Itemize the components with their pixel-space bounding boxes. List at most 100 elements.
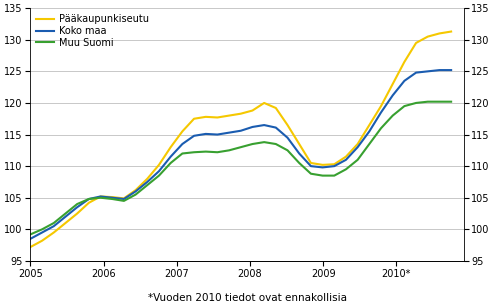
- Muu Suomi: [437, 100, 443, 103]
- Koko maa: [448, 68, 454, 72]
- Line: Koko maa: Koko maa: [31, 70, 451, 239]
- Muu Suomi: [121, 199, 127, 203]
- Pääkaupunkiseutu: [390, 82, 396, 86]
- Pääkaupunkiseutu: [63, 221, 69, 225]
- Pääkaupunkiseutu: [437, 32, 443, 35]
- Koko maa: [437, 68, 443, 72]
- Koko maa: [331, 164, 337, 168]
- Koko maa: [226, 131, 232, 134]
- Pääkaupunkiseutu: [156, 163, 162, 167]
- Muu Suomi: [226, 149, 232, 152]
- Muu Suomi: [413, 101, 419, 105]
- Muu Suomi: [285, 149, 290, 152]
- Muu Suomi: [425, 100, 431, 103]
- Pääkaupunkiseutu: [86, 201, 92, 205]
- Pääkaupunkiseutu: [355, 142, 361, 146]
- Koko maa: [86, 197, 92, 201]
- Koko maa: [355, 145, 361, 149]
- Muu Suomi: [167, 161, 173, 165]
- Muu Suomi: [331, 174, 337, 178]
- Muu Suomi: [214, 150, 220, 154]
- Koko maa: [238, 129, 244, 133]
- Koko maa: [273, 126, 279, 130]
- Muu Suomi: [308, 172, 314, 175]
- Pääkaupunkiseutu: [367, 123, 372, 127]
- Pääkaupunkiseutu: [74, 212, 80, 215]
- Pääkaupunkiseutu: [448, 30, 454, 33]
- Koko maa: [109, 196, 115, 199]
- Koko maa: [343, 158, 349, 162]
- Pääkaupunkiseutu: [109, 195, 115, 199]
- Muu Suomi: [273, 142, 279, 146]
- Pääkaupunkiseutu: [331, 162, 337, 166]
- Koko maa: [378, 111, 384, 114]
- Muu Suomi: [367, 142, 372, 146]
- Pääkaupunkiseutu: [425, 35, 431, 38]
- Koko maa: [191, 134, 197, 138]
- Pääkaupunkiseutu: [226, 114, 232, 117]
- Koko maa: [214, 133, 220, 136]
- Text: *Vuoden 2010 tiedot ovat ennakollisia: *Vuoden 2010 tiedot ovat ennakollisia: [148, 293, 346, 303]
- Muu Suomi: [63, 212, 69, 215]
- Muu Suomi: [402, 104, 408, 108]
- Muu Suomi: [39, 227, 45, 231]
- Koko maa: [390, 94, 396, 97]
- Muu Suomi: [74, 202, 80, 206]
- Pääkaupunkiseutu: [249, 109, 255, 112]
- Pääkaupunkiseutu: [402, 60, 408, 64]
- Koko maa: [296, 152, 302, 155]
- Koko maa: [39, 231, 45, 234]
- Pääkaupunkiseutu: [133, 188, 139, 192]
- Muu Suomi: [98, 196, 104, 199]
- Line: Pääkaupunkiseutu: Pääkaupunkiseutu: [31, 32, 451, 247]
- Muu Suomi: [343, 168, 349, 171]
- Pääkaupunkiseutu: [413, 41, 419, 45]
- Koko maa: [98, 195, 104, 198]
- Muu Suomi: [28, 233, 34, 236]
- Muu Suomi: [109, 197, 115, 201]
- Koko maa: [167, 155, 173, 158]
- Muu Suomi: [355, 158, 361, 162]
- Koko maa: [367, 130, 372, 133]
- Koko maa: [28, 237, 34, 241]
- Pääkaupunkiseutu: [238, 112, 244, 116]
- Muu Suomi: [133, 193, 139, 196]
- Pääkaupunkiseutu: [343, 155, 349, 158]
- Pääkaupunkiseutu: [261, 101, 267, 105]
- Koko maa: [285, 136, 290, 140]
- Pääkaupunkiseutu: [98, 195, 104, 198]
- Koko maa: [144, 180, 150, 184]
- Koko maa: [63, 215, 69, 219]
- Pääkaupunkiseutu: [285, 123, 290, 127]
- Pääkaupunkiseutu: [296, 142, 302, 146]
- Muu Suomi: [144, 183, 150, 187]
- Pääkaupunkiseutu: [144, 177, 150, 181]
- Koko maa: [179, 142, 185, 146]
- Pääkaupunkiseutu: [167, 145, 173, 149]
- Koko maa: [308, 164, 314, 168]
- Koko maa: [74, 206, 80, 209]
- Pääkaupunkiseutu: [28, 245, 34, 249]
- Koko maa: [413, 71, 419, 74]
- Koko maa: [249, 125, 255, 129]
- Muu Suomi: [296, 161, 302, 165]
- Pääkaupunkiseutu: [39, 239, 45, 243]
- Muu Suomi: [86, 197, 92, 201]
- Muu Suomi: [238, 145, 244, 149]
- Pääkaupunkiseutu: [121, 196, 127, 200]
- Muu Suomi: [156, 174, 162, 178]
- Koko maa: [261, 123, 267, 127]
- Muu Suomi: [203, 150, 208, 154]
- Koko maa: [402, 79, 408, 83]
- Muu Suomi: [249, 142, 255, 146]
- Pääkaupunkiseutu: [179, 130, 185, 133]
- Koko maa: [51, 224, 57, 228]
- Pääkaupunkiseutu: [308, 161, 314, 165]
- Line: Muu Suomi: Muu Suomi: [31, 102, 451, 234]
- Muu Suomi: [448, 100, 454, 103]
- Koko maa: [156, 169, 162, 173]
- Koko maa: [121, 197, 127, 201]
- Muu Suomi: [191, 150, 197, 154]
- Muu Suomi: [320, 174, 326, 178]
- Pääkaupunkiseutu: [191, 117, 197, 121]
